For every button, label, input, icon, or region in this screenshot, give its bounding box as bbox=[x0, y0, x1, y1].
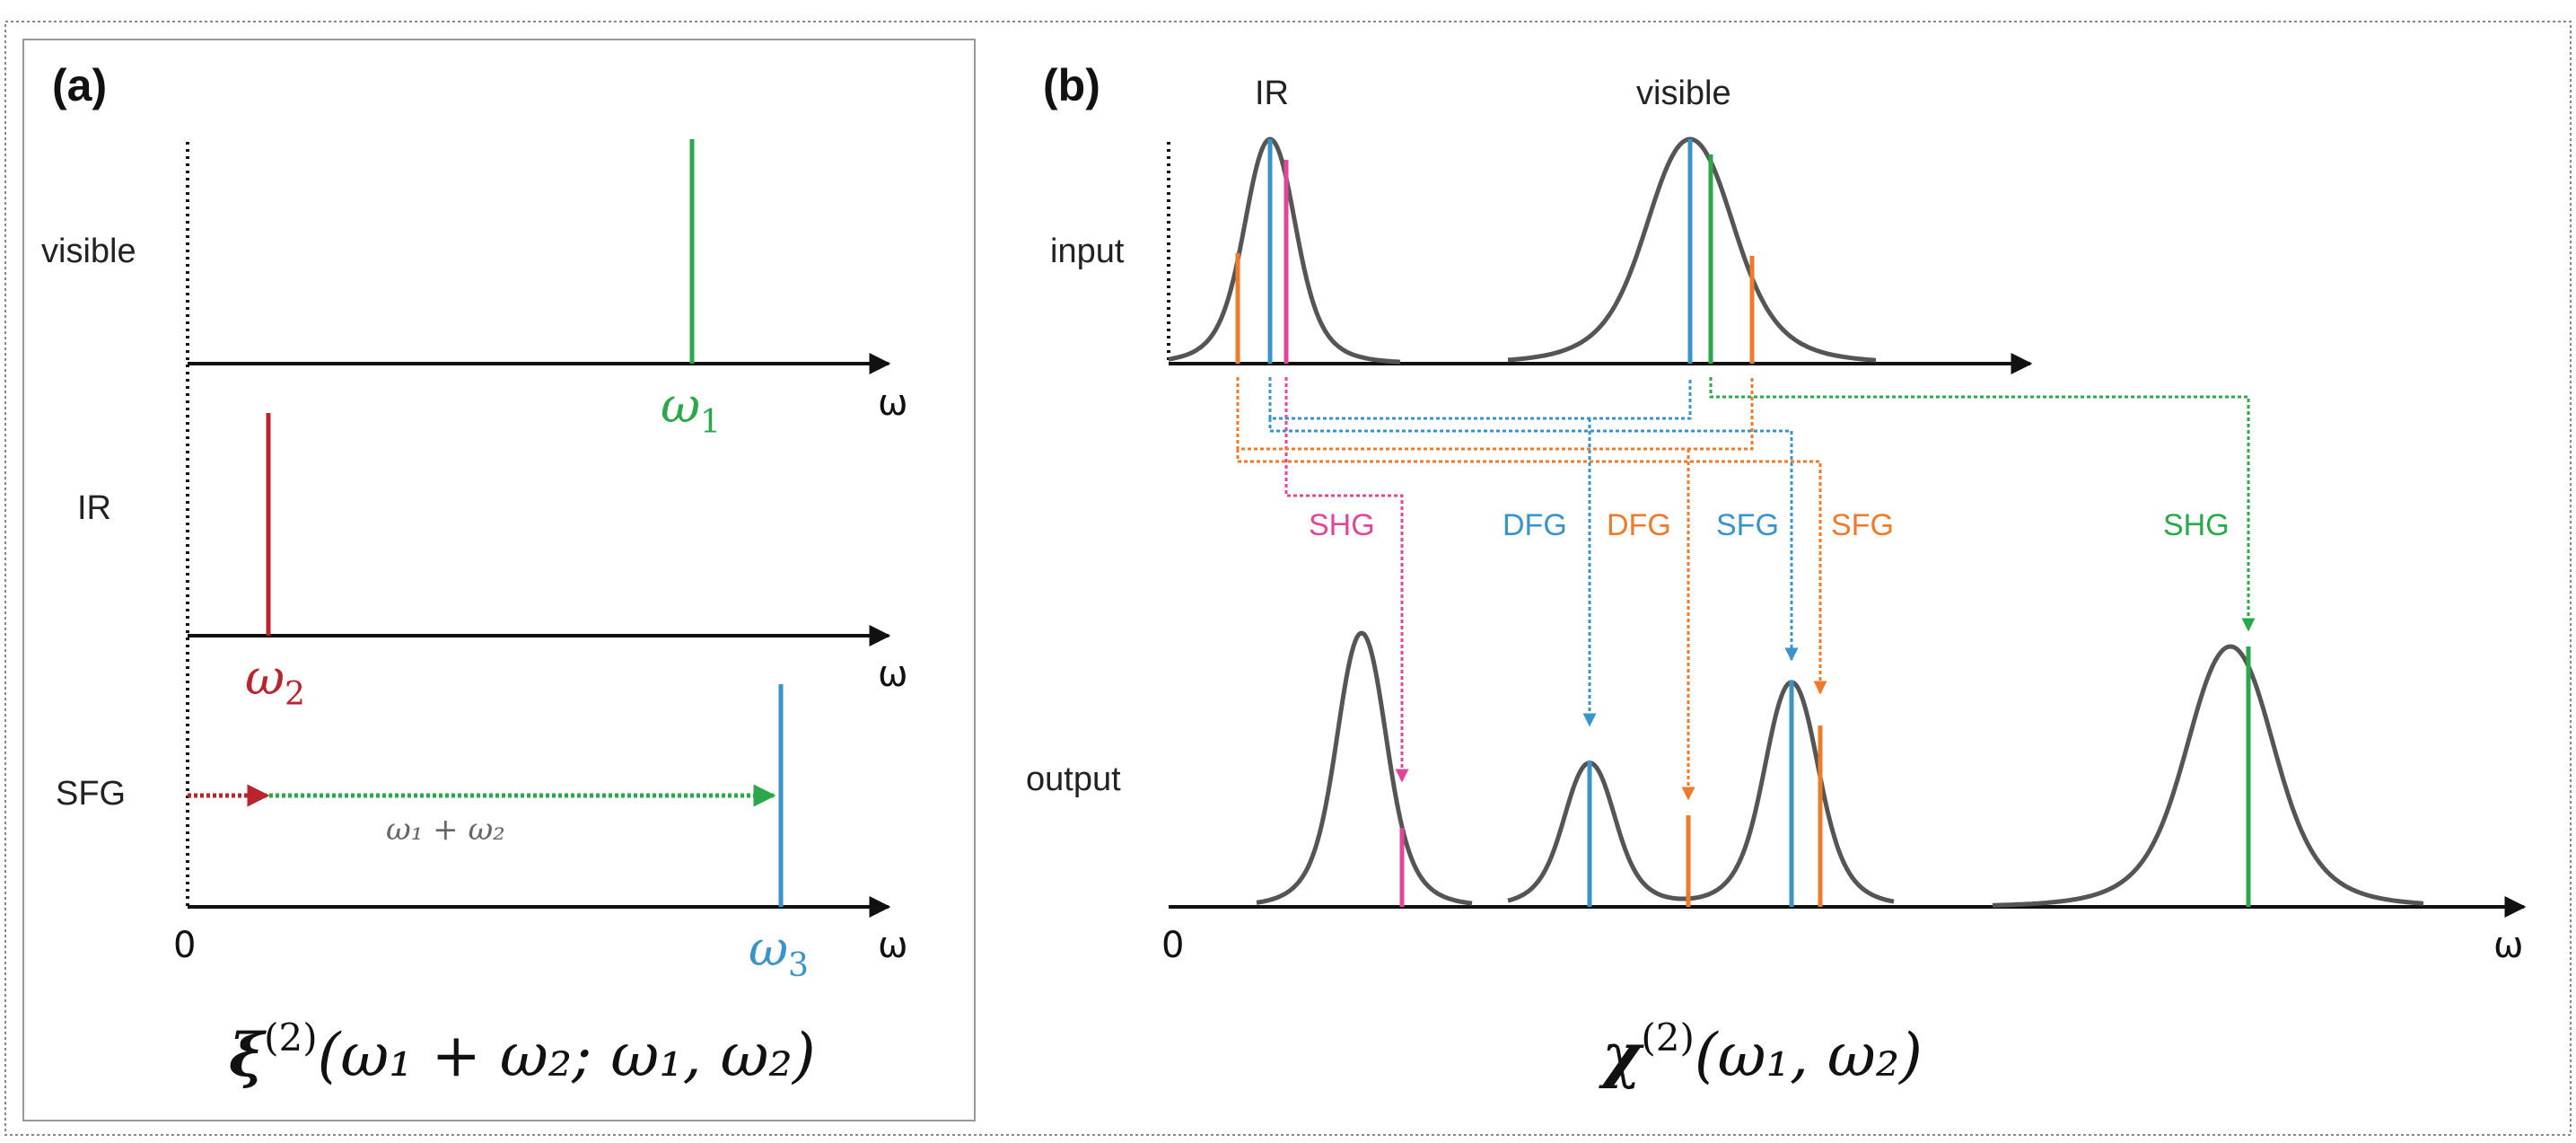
sfg-orange-connector bbox=[1236, 449, 1827, 695]
ir-band-label: IR bbox=[1255, 75, 1289, 112]
visible-band-label: visible bbox=[1636, 75, 1731, 112]
label-sfg-blue: SFG bbox=[1716, 508, 1779, 542]
label-dfg-orange: DFG bbox=[1607, 508, 1671, 542]
axis-visible-label: ω bbox=[878, 382, 908, 424]
omega3-label: ω3 bbox=[749, 920, 809, 984]
label-shg-ir: SHG bbox=[1309, 508, 1375, 542]
row-label-visible: visible bbox=[41, 233, 136, 270]
output-label: output bbox=[1026, 761, 1121, 798]
axis-ir-label: ω bbox=[878, 654, 908, 695]
sfg-blue-connector bbox=[1268, 418, 1799, 662]
dfg-blue-connector bbox=[1268, 377, 1692, 420]
panel-b-label: (b) bbox=[1043, 60, 1100, 110]
input-label: input bbox=[1050, 233, 1125, 270]
sum-label: ω₁ + ω₂ bbox=[386, 812, 505, 848]
output-shg-ir-peak bbox=[1256, 630, 1473, 906]
panel-b-formula: χ(2)(ω₁, ω₂) bbox=[1599, 1016, 1923, 1090]
dfg-orange-connector bbox=[1236, 377, 1754, 451]
panel-b-origin-label: 0 bbox=[1161, 925, 1184, 966]
axis-sfg-label: ω bbox=[878, 925, 908, 966]
panel-a: (a) ω ω ω 0 visible IR SFG ω1 ω2 ω3 ω₁ +… bbox=[41, 60, 908, 1090]
label-shg-vis: SHG bbox=[2163, 508, 2230, 542]
output-shg-visible-peak bbox=[1992, 644, 2424, 908]
shg-vis-connector bbox=[1709, 377, 2256, 632]
panel-a-formula: ξ(2)(ω₁ + ω₂; ω₁, ω₂) bbox=[229, 1016, 816, 1090]
shg-ir-connector bbox=[1284, 377, 1409, 783]
row-label-sfg: SFG bbox=[56, 775, 126, 813]
panel-b-axis-label: ω bbox=[2493, 925, 2524, 966]
output-dfg-sfg-peaks bbox=[1507, 680, 1895, 904]
outer-frame bbox=[4, 21, 2572, 1136]
panel-a-origin-label: 0 bbox=[173, 925, 196, 966]
omega2-label: ω2 bbox=[245, 649, 305, 713]
label-dfg-blue: DFG bbox=[1503, 508, 1567, 542]
row-label-ir: IR bbox=[77, 489, 111, 527]
panel-b: (b) IR visible input output 0 ω bbox=[1026, 60, 2527, 1090]
panel-a-frame bbox=[22, 39, 976, 1121]
panel-a-label: (a) bbox=[52, 60, 107, 110]
label-sfg-orange: SFG bbox=[1831, 508, 1894, 542]
omega1-label: ω1 bbox=[661, 377, 721, 441]
